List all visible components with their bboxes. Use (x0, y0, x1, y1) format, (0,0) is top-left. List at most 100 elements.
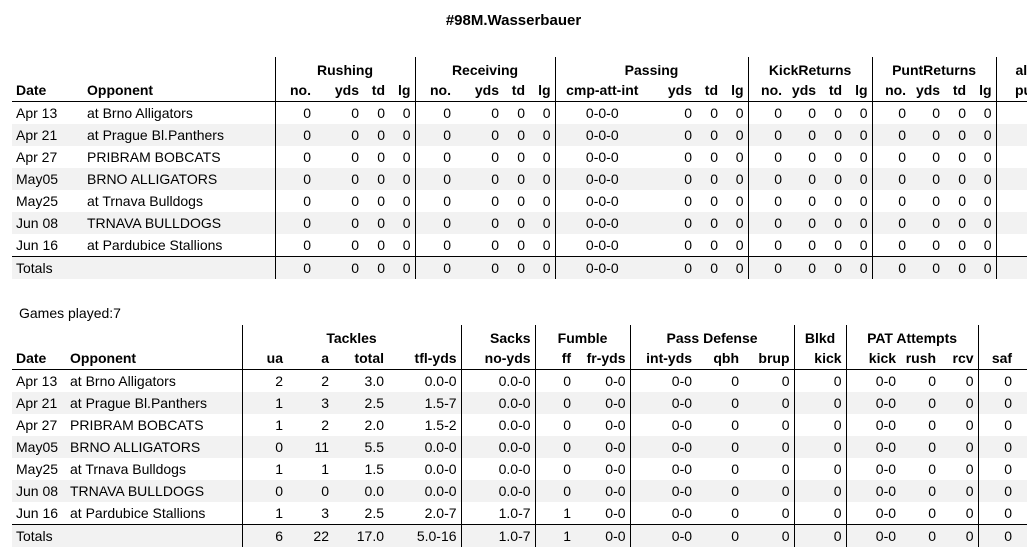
column-header: no. (274, 79, 315, 102)
table-cell: 0 (1016, 502, 1027, 525)
table-cell: 0 (517, 237, 525, 253)
table-cell: 0 (529, 124, 556, 146)
table-cell: 0 (965, 505, 974, 521)
table-cell: 0 (747, 234, 787, 257)
table-cell: 0 (846, 212, 873, 234)
totals-cell (66, 524, 242, 547)
table-cell: 0 (377, 149, 385, 165)
table-cell: Jun 16 (16, 505, 59, 521)
table-cell: Apr 13 (16, 105, 58, 121)
totals-cell: 0 (846, 256, 873, 279)
column-header: no-yds (460, 347, 536, 370)
table-cell: 0 (944, 212, 971, 234)
table-cell: 0 (928, 505, 937, 521)
table-cell: 0 (534, 480, 576, 502)
column-header: tfl-yds (388, 347, 462, 370)
table-cell: 0 (793, 458, 847, 480)
table-cell: 0-0 (605, 417, 626, 433)
table-cell: at Prague Bl.Panthers (66, 392, 242, 414)
totals-cell: 0 (793, 524, 847, 547)
table-cell: 0 (977, 369, 1017, 392)
table-cell: 0.0-0 (460, 480, 536, 502)
table-cell: 0.0-0 (388, 436, 462, 458)
table-row: May25 at Trnava Bulldogs 0 0 0 0 0 0 0 0 0-0-0 0 0 0 0… (12, 190, 1027, 212)
table-cell: 0 (747, 146, 787, 168)
table-cell: 1 (241, 414, 287, 436)
column-header: cmp-att-int (554, 79, 650, 102)
table-cell: 0 (928, 417, 937, 433)
table-cell: 0 (965, 461, 974, 477)
table-cell: 0 (977, 436, 1017, 458)
table-cell: 0 (491, 149, 499, 165)
table-cell: 0 (731, 505, 740, 521)
column-header: ff (534, 347, 576, 370)
table-cell: 0 (710, 237, 719, 253)
table-cell: at Prague Bl.Panthers (83, 124, 275, 146)
table-row: May25 at Trnava Bulldogs 1 1 1.5 0.0-0 0.0-0 0 0… (12, 458, 1027, 480)
table-cell: 1.5 (364, 461, 384, 477)
table-cell: 3.0 (364, 373, 384, 389)
table-cell: 0 (517, 193, 525, 209)
table-cell: 0 (846, 168, 873, 190)
table-cell: 1.0-7 (460, 502, 536, 525)
column-header: brup (743, 347, 795, 370)
table-cell: 0-0-0 (554, 190, 650, 212)
table-row: Jun 16 at Pardubice Stallions 0 0 0 0 0 0 0 0 0-0-… (12, 234, 1027, 257)
table-cell: 0-0-0 (554, 146, 650, 168)
table-cell: 0 (351, 105, 359, 121)
table-cell: 0 (786, 168, 821, 190)
table-cell: 1 (241, 392, 287, 414)
table-cell: 0 (846, 124, 873, 146)
group-header: all (995, 57, 1027, 79)
table-cell: 0-0 (845, 392, 901, 414)
table-cell: May05 (12, 168, 83, 190)
defense-group-header: Tackles Sacks Fumble Pass Defense Blkd PAT At… (12, 325, 1027, 347)
table-cell: at Pardubice Stallions (70, 505, 206, 521)
table-cell: 0 (542, 149, 551, 165)
offense-group-header: Rushing Receiving Passing KickReturns PuntRe… (12, 57, 1027, 79)
table-cell: at Brno Alligators (70, 373, 176, 389)
table-cell: Apr 21 (12, 392, 66, 414)
table-cell: 0 (747, 190, 787, 212)
table-cell: 0 (747, 168, 787, 190)
table-cell: 0 (995, 146, 1027, 168)
table-cell: 0 (743, 392, 795, 414)
table-cell: 0 (315, 124, 363, 146)
defense-stats-table: Tackles Sacks Fumble Pass Defense Blkd PAT At… (12, 325, 1027, 547)
table-cell: 0 (1016, 414, 1027, 436)
table-cell: 0 (1016, 392, 1027, 414)
table-cell: 0 (684, 105, 693, 121)
table-cell: 0 (503, 168, 529, 190)
table-cell: 0 (983, 193, 992, 209)
table-cell: 0.0-0 (460, 458, 536, 480)
table-cell: 0 (534, 414, 576, 436)
totals-cell: 0 (786, 256, 821, 279)
table-cell: 0 (932, 149, 941, 165)
column-header: lg (529, 79, 556, 102)
table-cell: 0 (491, 193, 499, 209)
group-header: Receiving (414, 57, 556, 79)
table-cell: Jun 08 (12, 212, 83, 234)
table-cell: 1.5-7 (388, 392, 462, 414)
table-row: May05 BRNO ALLIGATORS 0 11 5.5 0.0-0 0.0-0 0 0-0… (12, 436, 1027, 458)
table-cell: 3 (287, 392, 333, 414)
table-cell: 0-0 (605, 461, 626, 477)
table-cell: 0 (241, 480, 287, 502)
defense-column-header: Date Opponent ua a total tfl-yds no-yds ff fr-yd… (12, 347, 1027, 370)
table-cell: 0-0 (629, 392, 697, 414)
table-cell: 1 (321, 461, 329, 477)
table-cell: 0 (995, 124, 1027, 146)
table-cell: 0 (970, 124, 997, 146)
table-cell: 0 (910, 124, 945, 146)
group-header: Tackles (241, 325, 462, 347)
player-title: #98M.Wasserbauer (445, 12, 582, 29)
column-header: lg (846, 79, 873, 102)
table-cell: 0 (414, 124, 455, 146)
table-cell: 0 (781, 461, 790, 477)
table-cell: 0 (871, 190, 911, 212)
table-cell: 0-0 (845, 458, 901, 480)
table-cell: 2 (241, 369, 287, 392)
table-cell: 0.0-0 (460, 414, 536, 436)
totals-cell: 0 (995, 256, 1027, 279)
table-cell: 0 (684, 149, 693, 165)
